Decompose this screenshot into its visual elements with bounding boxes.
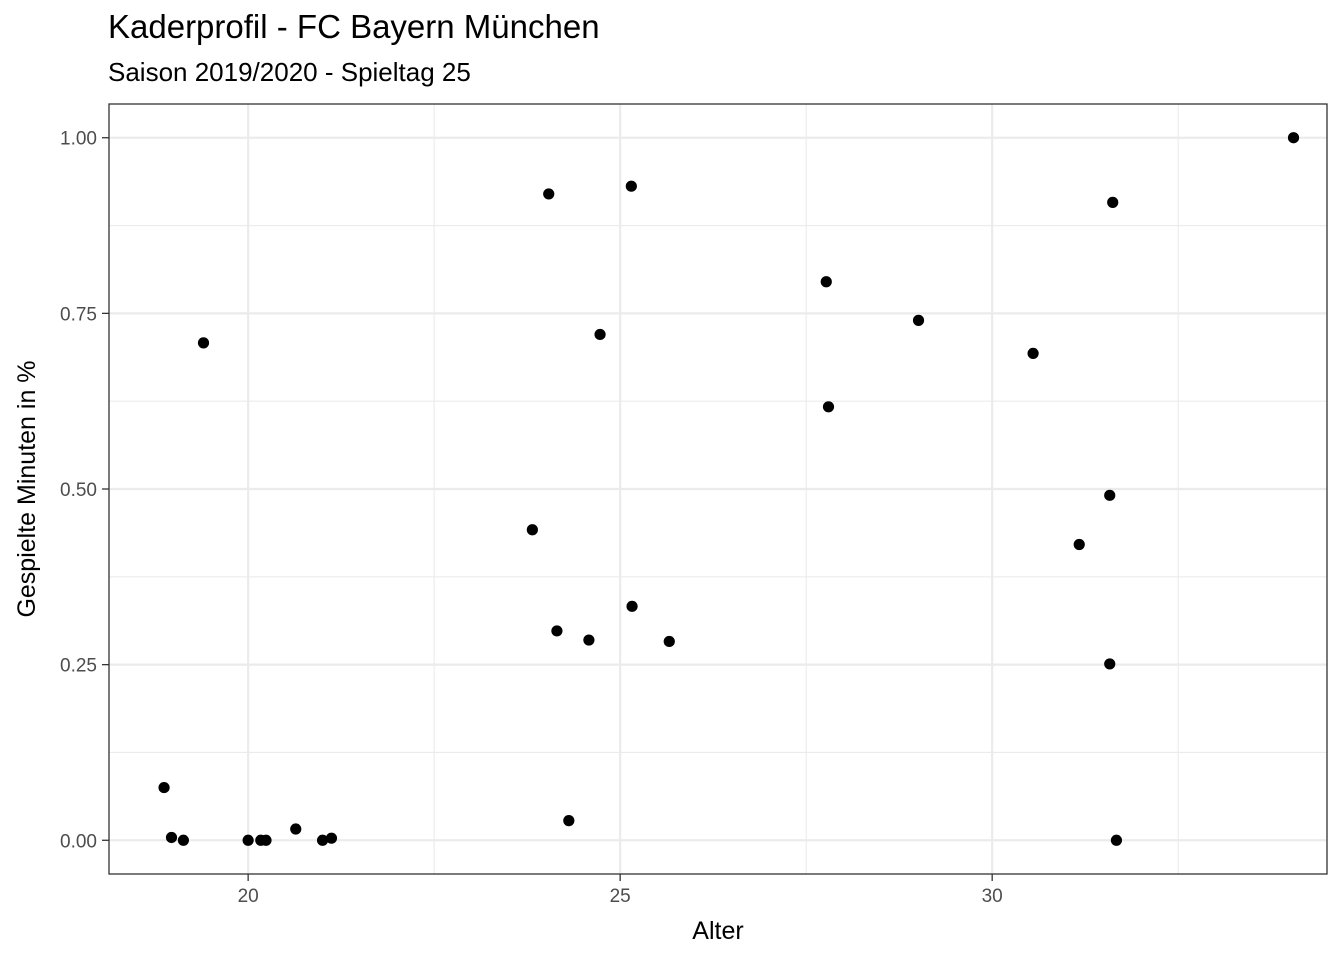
data-point [1073,538,1085,551]
panel-border [108,103,1328,875]
x-tick-label: 25 [610,886,631,907]
data-point [242,834,254,846]
chart-title: Kaderprofil - FC Bayern München [108,8,600,45]
data-point [1110,834,1123,846]
y-tick-label: 0.75 [60,304,97,325]
data-point [1104,658,1116,670]
data-point [663,635,675,648]
grid-lines [109,104,1327,874]
data-point [1287,132,1300,144]
data-point [626,600,638,612]
data-point [260,834,272,846]
data-point [177,834,190,846]
data-point [551,625,563,637]
x-axis-title: Alter [692,917,743,945]
x-tick-label: 20 [238,886,259,907]
chart-subtitle: Saison 2019/2020 - Spieltag 25 [108,57,471,87]
data-point [1107,196,1119,208]
y-tick-label: 0.25 [60,656,97,677]
data-point [820,276,832,288]
data-point [543,188,555,200]
data-points [158,132,1300,846]
data-point [526,524,538,536]
data-point [1104,489,1116,501]
axis-ticks: 20 25 30 0.00 0.25 0.50 0.75 1.00 [60,129,1003,907]
data-point [912,314,925,326]
data-point [822,401,835,413]
y-tick-label: 1.00 [60,129,97,150]
data-point [290,823,302,835]
y-tick-label: 0.00 [60,831,97,852]
y-axis-title: Gespielte Minuten in % [13,360,41,617]
data-point [158,781,170,794]
y-tick-label: 0.50 [60,480,97,501]
data-point [1027,347,1039,360]
data-point [563,815,575,827]
data-point [325,832,338,844]
data-point [583,634,595,646]
x-tick-label: 30 [982,886,1003,907]
data-point [594,328,606,341]
data-point [197,337,210,349]
data-point [316,834,329,846]
data-point [165,831,178,844]
data-point [625,180,637,192]
